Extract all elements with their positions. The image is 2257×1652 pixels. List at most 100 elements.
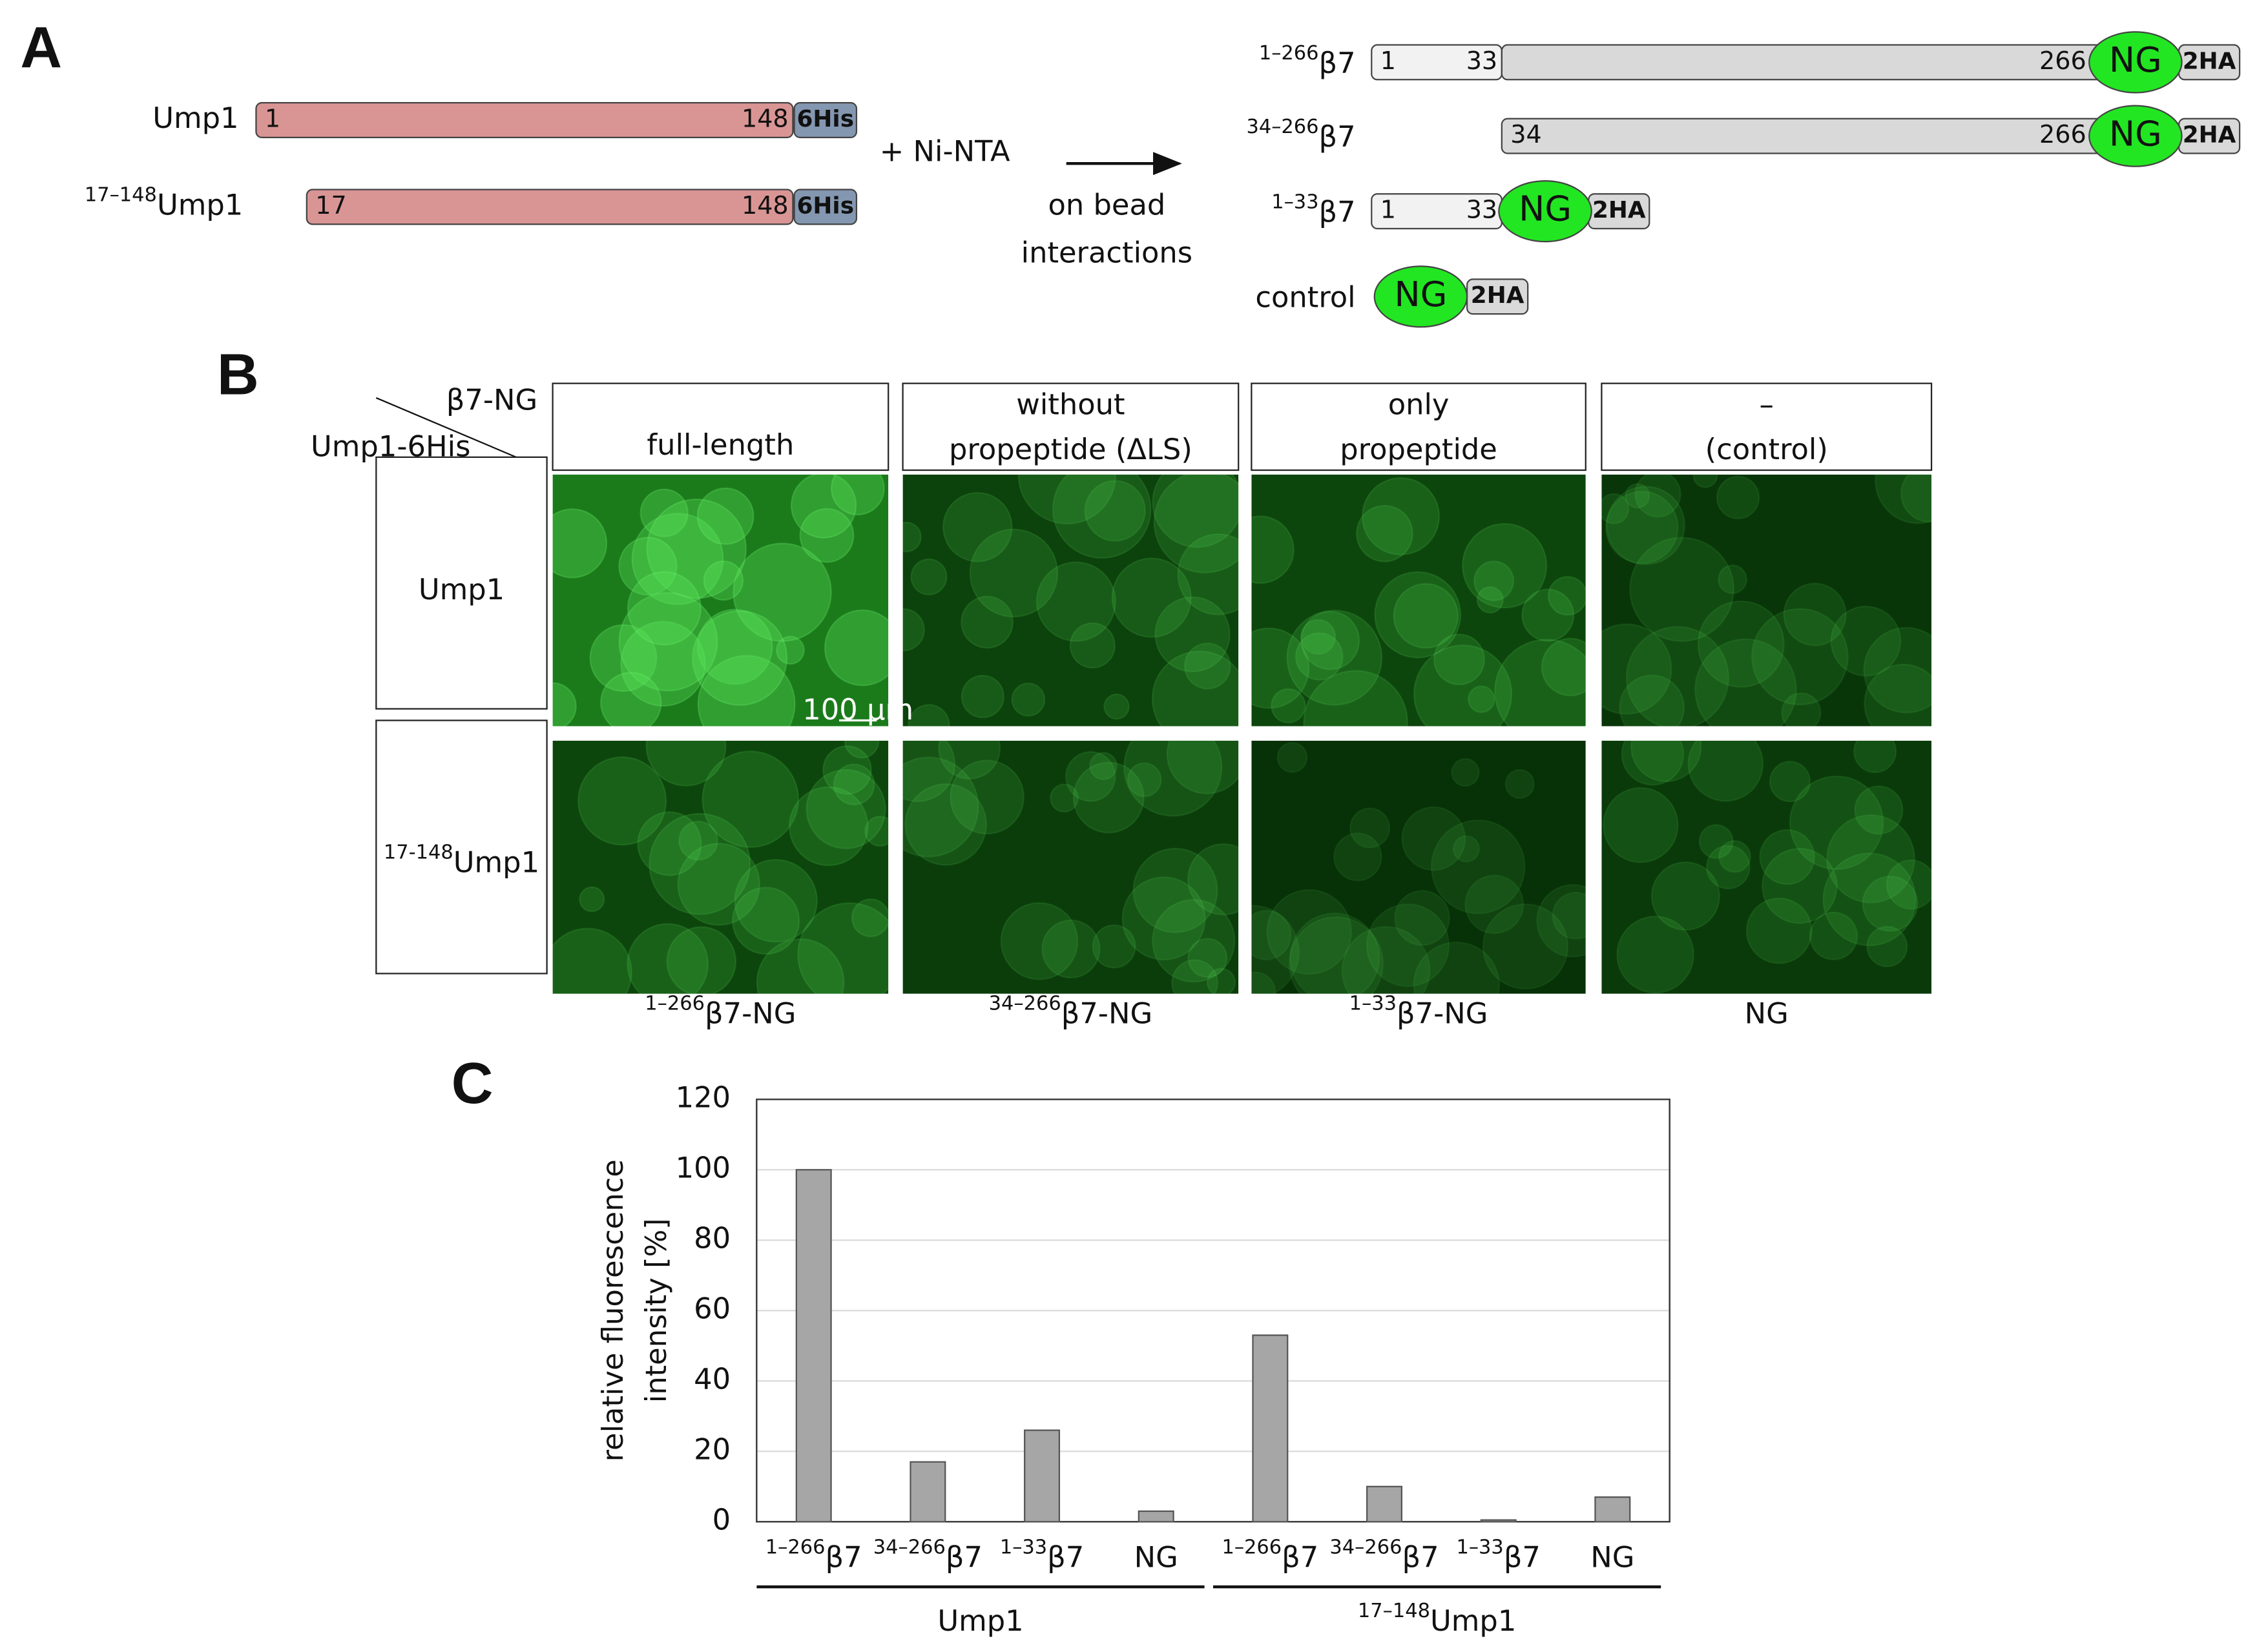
- bead: [1601, 493, 1630, 524]
- bead: [864, 816, 889, 847]
- micrograph: [1601, 740, 1932, 994]
- bead: [1625, 483, 1650, 509]
- construct-name-text: Ump1: [157, 187, 243, 222]
- bead: [697, 655, 796, 727]
- superscript: 1–266: [1259, 42, 1319, 65]
- bead: [1718, 564, 1747, 594]
- construct-name: control: [1255, 280, 1355, 315]
- column-footer: 1–33β7-NG: [1349, 992, 1488, 1030]
- bead: [1692, 474, 1718, 488]
- bead: [552, 508, 608, 579]
- tag-box: [793, 189, 858, 225]
- tag-label: 2HA: [2183, 122, 2236, 149]
- bead: [552, 682, 577, 727]
- column-header-box: [1251, 382, 1586, 471]
- bead: [1830, 605, 1902, 677]
- y-axis-label: relative fluorescence intensity [%]: [596, 1159, 673, 1461]
- bead: [552, 927, 632, 994]
- row-label-box: [375, 719, 548, 975]
- bead: [1630, 740, 1702, 783]
- row-label-text: Ump1: [419, 572, 504, 606]
- bead: [1698, 824, 1734, 859]
- category: β7: [1504, 1540, 1541, 1575]
- neongreen: [2088, 31, 2183, 94]
- bar: [910, 1461, 946, 1523]
- bead: [961, 674, 1005, 719]
- tag-box: [793, 102, 858, 139]
- residue-number: 1: [1380, 196, 1396, 224]
- bead: [678, 820, 718, 861]
- bead: [1461, 522, 1548, 609]
- bead: [1092, 924, 1136, 969]
- x-tick-label: NG: [1134, 1540, 1178, 1575]
- fusion-label: NG: [1519, 189, 1572, 229]
- bead: [666, 926, 737, 994]
- bead: [1789, 775, 1884, 871]
- bead: [1864, 663, 1932, 727]
- x-tick-label: 1–266β7: [765, 1536, 862, 1575]
- bead: [1603, 787, 1679, 863]
- micrograph-background: [1251, 740, 1586, 994]
- bead: [692, 610, 788, 707]
- superscript: 1–33: [1000, 1536, 1047, 1559]
- bead: [1605, 490, 1679, 564]
- bead: [1154, 596, 1231, 673]
- bead: [799, 508, 855, 563]
- micrograph: [1251, 740, 1586, 994]
- construct-name: 17–148Ump1: [85, 183, 243, 222]
- bead: [1041, 919, 1101, 979]
- bead: [696, 608, 773, 685]
- residue-number: 148: [742, 191, 789, 220]
- bead: [1687, 740, 1764, 802]
- micrograph-background: [1601, 474, 1932, 727]
- bead: [1606, 486, 1686, 565]
- bead: [1152, 899, 1236, 983]
- bead: [806, 769, 886, 850]
- micrograph-background: [552, 474, 889, 727]
- bead: [788, 786, 869, 867]
- superscript: 17–148: [1358, 1600, 1430, 1622]
- bead: [904, 783, 988, 866]
- residue-number: 33: [1466, 46, 1497, 75]
- column-footer-text: NG: [1745, 996, 1789, 1030]
- column-footer: 1–266β7-NG: [645, 992, 796, 1030]
- superscript: 1–266: [765, 1536, 826, 1559]
- bead: [1288, 916, 1384, 994]
- micrograph: [902, 740, 1239, 994]
- group-label-text: Ump1: [1430, 1604, 1516, 1638]
- superscript: 34–266: [989, 992, 1061, 1015]
- group-label: 17–148Ump1: [1358, 1600, 1516, 1638]
- bead: [1809, 911, 1858, 960]
- bead: [1123, 740, 1223, 817]
- y-axis-label-line: relative fluorescence: [596, 1159, 630, 1461]
- bead: [1853, 740, 1897, 774]
- y-tick-label: 0: [712, 1502, 731, 1536]
- group-label-text: Ump1: [937, 1604, 1023, 1638]
- residue-number: 17: [315, 191, 346, 220]
- bead: [1266, 889, 1353, 975]
- bead: [1089, 752, 1118, 781]
- bead: [1103, 693, 1130, 720]
- tag-label: 2HA: [1592, 197, 1646, 223]
- bead: [1069, 622, 1116, 669]
- category: β7: [1047, 1540, 1084, 1575]
- bead: [1356, 504, 1413, 563]
- bead: [1473, 561, 1515, 601]
- construct-name: Ump1: [152, 101, 238, 135]
- category: NG: [1134, 1540, 1178, 1575]
- bead: [1616, 915, 1694, 994]
- bead: [1286, 609, 1383, 706]
- bead: [1745, 897, 1813, 964]
- neongreen: [2088, 105, 2183, 167]
- bead: [734, 859, 818, 943]
- bead: [1751, 608, 1849, 706]
- bead: [910, 558, 948, 595]
- superscript: 17–148: [85, 183, 157, 206]
- bead: [1300, 619, 1337, 655]
- bead: [1084, 480, 1146, 542]
- y-tick-label: 120: [676, 1080, 731, 1114]
- bead: [1452, 835, 1481, 863]
- bead: [1697, 600, 1785, 688]
- bead: [1050, 783, 1079, 813]
- bead: [1393, 583, 1459, 649]
